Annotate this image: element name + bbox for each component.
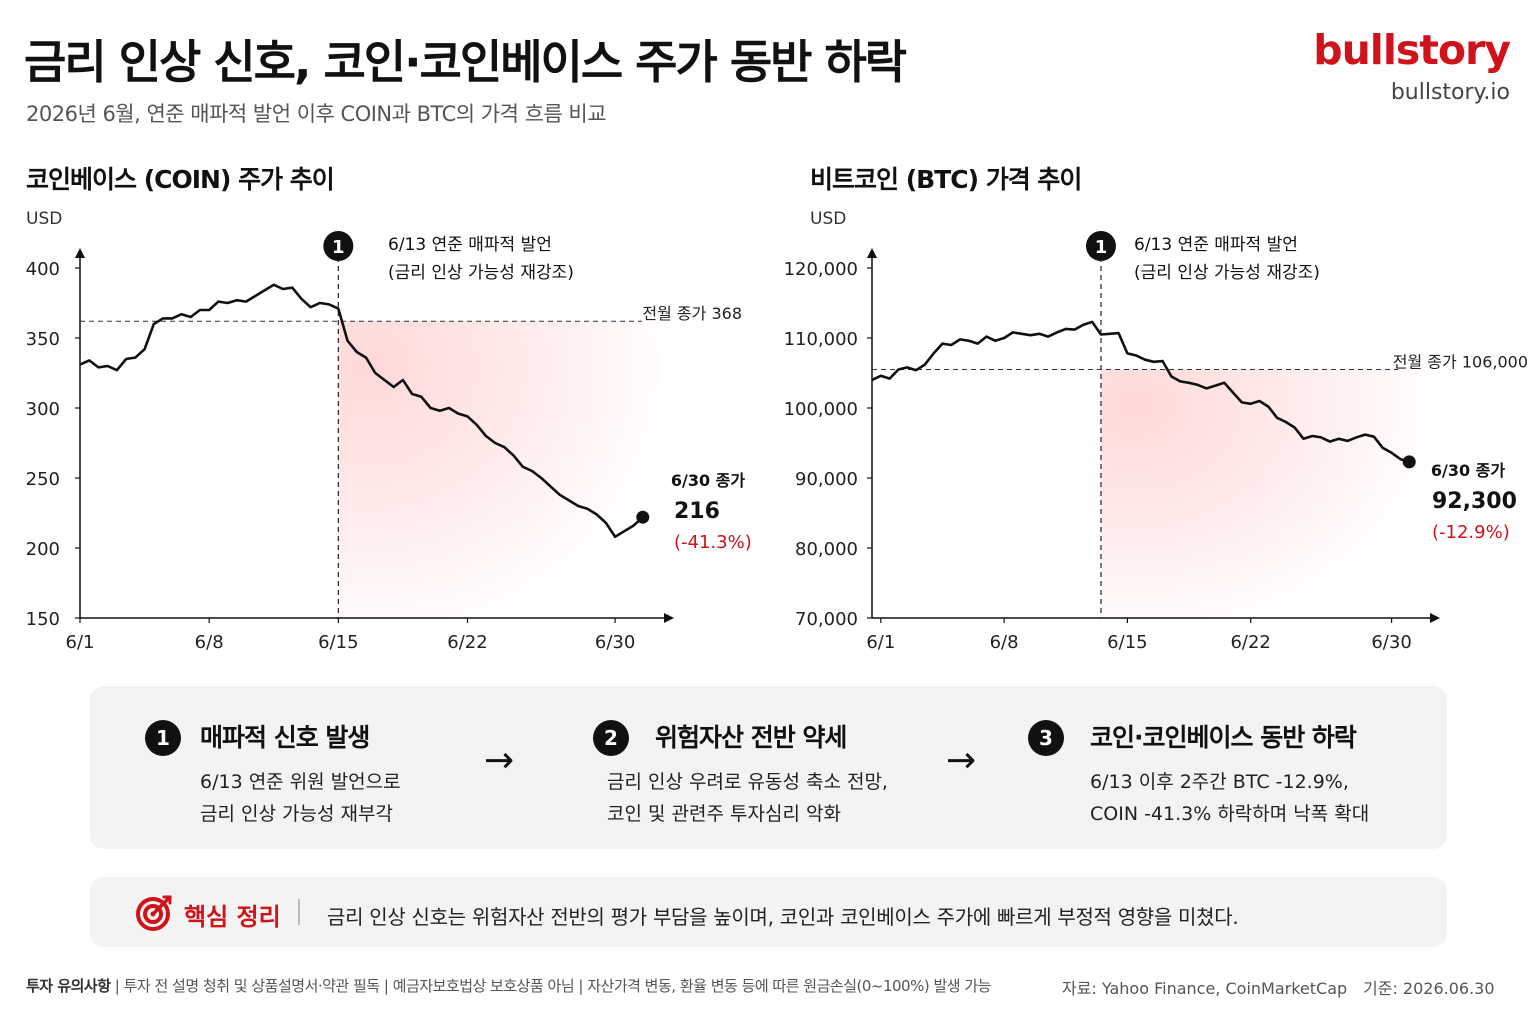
btc-end-label-title: 6/30 종가 bbox=[1431, 461, 1506, 480]
btc-chart-title: 비트코인 (BTC) 가격 추이 bbox=[810, 165, 1081, 194]
coin-y-axis-unit: USD bbox=[26, 209, 62, 229]
summary-divider bbox=[298, 899, 300, 925]
btc-price-chart: 비트코인 (BTC) 가격 추이 USD 120,000 110,000 100,000… bbox=[784, 165, 1528, 653]
btc-y-tick-label: 120,000 bbox=[784, 259, 858, 280]
coin-y-tick-label: 400 bbox=[26, 259, 60, 280]
btc-x-tick-label: 6/30 bbox=[1371, 632, 1411, 653]
coin-end-label-title: 6/30 종가 bbox=[671, 471, 746, 490]
btc-y-tick-label: 70,000 bbox=[795, 609, 858, 630]
summary-text: 금리 인상 신호는 위험자산 전반의 평가 부담을 높이며, 코인과 코인베이스… bbox=[327, 905, 1239, 929]
target-icon bbox=[136, 895, 172, 931]
btc-event-label-line-2: (금리 인상 가능성 재강조) bbox=[1134, 263, 1320, 283]
btc-end-point bbox=[1402, 455, 1416, 469]
coin-series-line bbox=[79, 283, 644, 539]
btc-y-tick-label: 90,000 bbox=[795, 469, 858, 490]
coin-y-tick-label: 350 bbox=[26, 329, 60, 350]
step-2-title: 위험자산 전반 약세 bbox=[655, 723, 847, 752]
btc-y-tick-label: 80,000 bbox=[795, 539, 858, 560]
coin-y-tick-label: 150 bbox=[26, 609, 60, 630]
step-3-description: 6/13 이후 2주간 BTC -12.9%, COIN -41.3% 하락하며… bbox=[1090, 766, 1369, 830]
step-1-title: 매파적 신호 발생 bbox=[200, 723, 370, 752]
arrow-right-icon: → bbox=[946, 740, 977, 781]
brand-logo: bullstory bbox=[1313, 26, 1511, 74]
btc-x-tick-label: 6/15 bbox=[1107, 632, 1147, 653]
step-2-desc-line-2: 코인 및 관련주 투자심리 악화 bbox=[607, 803, 841, 825]
step-3-desc-line-1: 6/13 이후 2주간 BTC -12.9%, bbox=[1090, 771, 1349, 793]
coin-end-point bbox=[636, 510, 650, 524]
coin-decline-shade bbox=[338, 321, 660, 618]
coin-price-chart: 코인베이스 (COIN) 주가 추이 USD 400 350 300 250 200 150 6… bbox=[26, 165, 752, 653]
data-source: 자료: Yahoo Finance, CoinMarketCap bbox=[1062, 979, 1348, 998]
coin-event-label-line-2: (금리 인상 가능성 재강조) bbox=[388, 263, 574, 283]
coin-end-label-change: (-41.3%) bbox=[674, 532, 752, 553]
coin-event-label-line-1: 6/13 연준 매파적 발언 bbox=[388, 235, 552, 255]
step-1-description: 6/13 연준 위원 발언으로 금리 인상 가능성 재부각 bbox=[200, 766, 401, 830]
btc-decline-shade bbox=[1100, 369, 1426, 618]
coin-x-tick-label: 6/1 bbox=[66, 632, 95, 653]
coin-y-tick-label: 250 bbox=[26, 469, 60, 490]
btc-y-tick-label: 100,000 bbox=[784, 399, 858, 420]
disclaimer-label: 투자 유의사항 bbox=[26, 977, 111, 995]
step-2-number: 2 bbox=[593, 720, 629, 756]
coin-event-marker-number: 1 bbox=[332, 237, 345, 258]
btc-event-marker bbox=[1085, 231, 1116, 261]
step-2-desc-line-1: 금리 인상 우려로 유동성 축소 전망, bbox=[607, 771, 888, 793]
coin-x-tick-label: 6/8 bbox=[195, 632, 224, 653]
coin-chart-title: 코인베이스 (COIN) 주가 추이 bbox=[26, 165, 334, 194]
coin-x-tick-label: 6/30 bbox=[595, 632, 635, 653]
step-3-desc-line-2: COIN -41.3% 하락하며 낙폭 확대 bbox=[1090, 803, 1370, 825]
coin-x-axis-arrow-icon bbox=[664, 613, 674, 623]
btc-y-axis-unit: USD bbox=[810, 209, 846, 229]
btc-y-tick-label: 110,000 bbox=[784, 329, 858, 350]
step-3-number: 3 bbox=[1028, 720, 1064, 756]
disclaimer-text: | 투자 전 설명 청취 및 상품설명서·약관 필독 | 예금자보호법상 보호상… bbox=[110, 977, 992, 995]
coin-y-tick-label: 300 bbox=[26, 399, 60, 420]
base-date: 기준: 2026.06.30 bbox=[1363, 979, 1495, 998]
coin-x-tick-label: 6/22 bbox=[447, 632, 487, 653]
step-1-desc-line-1: 6/13 연준 위원 발언으로 bbox=[200, 771, 401, 793]
btc-end-label-value: 92,300 bbox=[1432, 489, 1517, 514]
coin-end-label-value: 216 bbox=[674, 499, 720, 524]
page-subtitle: 2026년 6월, 연준 매파적 발언 이후 COIN과 BTC의 가격 흐름 … bbox=[26, 102, 607, 126]
btc-event-marker-number: 1 bbox=[1095, 237, 1108, 258]
btc-end-label-change: (-12.9%) bbox=[1432, 522, 1510, 543]
investment-disclaimer: 투자 유의사항 | 투자 전 설명 청취 및 상품설명서·약관 필독 | 예금자… bbox=[26, 975, 991, 996]
step-1-number: 1 bbox=[145, 720, 181, 756]
coin-y-axis-arrow-icon bbox=[75, 248, 85, 258]
coin-x-tick-label: 6/15 bbox=[318, 632, 358, 653]
summary-label: 핵심 정리 bbox=[184, 903, 281, 931]
btc-series-line bbox=[871, 320, 1410, 464]
coin-reference-label: 전월 종가 368 bbox=[642, 304, 742, 323]
btc-x-tick-label: 6/1 bbox=[866, 632, 895, 653]
btc-x-tick-label: 6/8 bbox=[990, 632, 1019, 653]
btc-reference-label: 전월 종가 106,000 bbox=[1393, 353, 1528, 372]
coin-event-marker bbox=[323, 231, 354, 261]
btc-event-label-line-1: 6/13 연준 매파적 발언 bbox=[1134, 235, 1298, 255]
btc-x-axis-arrow-icon bbox=[1430, 613, 1440, 623]
step-2-description: 금리 인상 우려로 유동성 축소 전망, 코인 및 관련주 투자심리 악화 bbox=[607, 766, 888, 830]
page-title: 금리 인상 신호, 코인·코인베이스 주가 동반 하락 bbox=[24, 35, 907, 89]
btc-x-tick-label: 6/22 bbox=[1230, 632, 1270, 653]
btc-y-axis-arrow-icon bbox=[867, 248, 877, 258]
brand-url[interactable]: bullstory.io bbox=[1390, 80, 1510, 105]
arrow-right-icon: → bbox=[484, 740, 515, 781]
step-1-desc-line-2: 금리 인상 가능성 재부각 bbox=[200, 803, 393, 825]
step-3-title: 코인·코인베이스 동반 하락 bbox=[1090, 723, 1357, 752]
coin-y-tick-label: 200 bbox=[26, 539, 60, 560]
key-summary-bar: 핵심 정리 금리 인상 신호는 위험자산 전반의 평가 부담을 높이며, 코인과… bbox=[90, 877, 1447, 947]
steps-panel: 1 매파적 신호 발생 6/13 연준 위원 발언으로 금리 인상 가능성 재부… bbox=[90, 686, 1447, 849]
